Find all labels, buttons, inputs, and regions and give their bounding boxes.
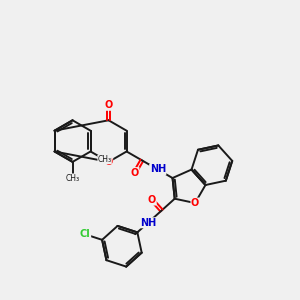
- Text: O: O: [191, 198, 199, 208]
- Text: Cl: Cl: [80, 230, 91, 239]
- Text: O: O: [104, 157, 113, 167]
- Text: CH₃: CH₃: [65, 174, 80, 183]
- Text: NH: NH: [150, 164, 166, 175]
- Text: CH₃: CH₃: [98, 155, 112, 164]
- Text: O: O: [148, 195, 156, 205]
- Text: O: O: [131, 168, 139, 178]
- Text: NH: NH: [140, 218, 156, 228]
- Text: O: O: [104, 100, 113, 110]
